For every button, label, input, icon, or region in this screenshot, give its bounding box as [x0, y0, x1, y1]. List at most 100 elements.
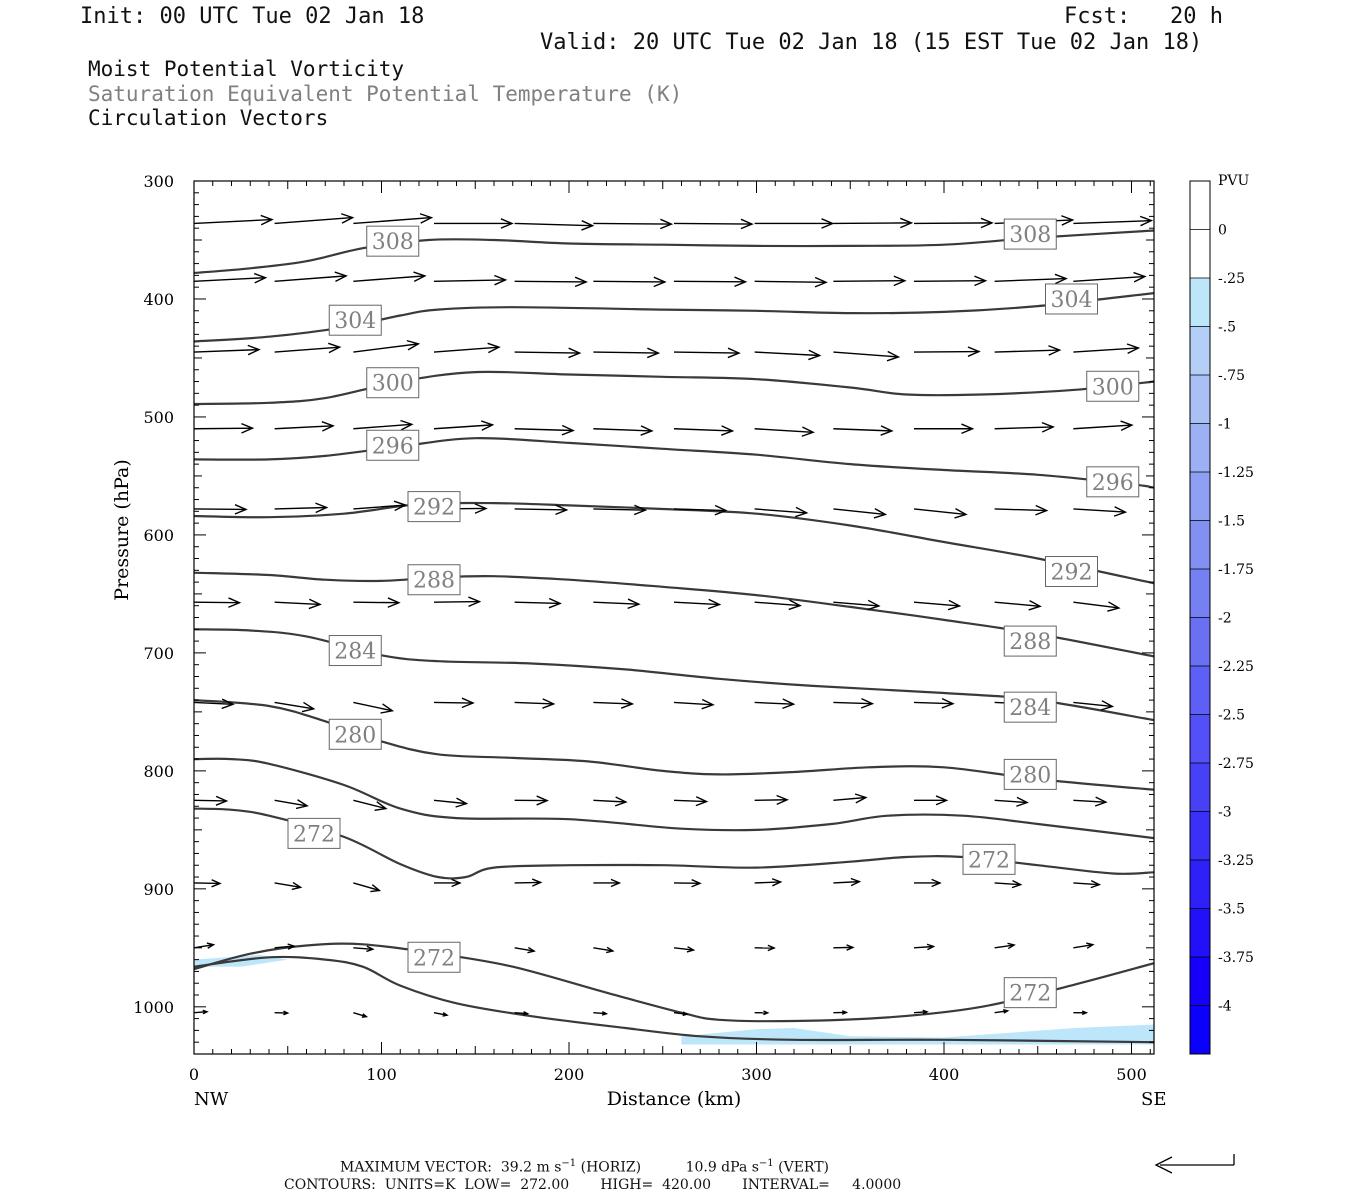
max-vector-horiz-unit: (HORIZ)	[580, 1159, 642, 1176]
contour-label: 292	[407, 491, 461, 523]
colorbar-swatch	[1190, 860, 1210, 909]
vector-arrow	[593, 698, 635, 709]
contour-line-4	[194, 501, 1154, 585]
vector-arrow	[274, 1010, 290, 1016]
contour-label: 280	[328, 718, 382, 750]
vector-arrow	[593, 347, 661, 359]
y-tick-label: 800	[143, 762, 174, 781]
colorbar-swatch	[1190, 423, 1210, 472]
vector-arrow	[994, 942, 1016, 950]
contour-label-text: 296	[372, 434, 414, 459]
contour-label: 272	[287, 817, 341, 849]
y-tick-label: 400	[143, 290, 174, 309]
contour-label-text: 292	[1051, 560, 1093, 585]
vector-arrow	[353, 882, 382, 893]
vector-arrow	[193, 214, 274, 226]
reference-vector	[1154, 1154, 1235, 1174]
y-tick-label: 700	[143, 644, 174, 663]
vector-arrow	[833, 698, 875, 709]
vector-arrow	[913, 275, 988, 287]
colorbar: 0 -.25 -.5 -.75 -1 -1.25 -1.5 -1.75 -2 -2.25 -2.5 -…	[1189, 180, 1254, 1055]
vector-arrow	[514, 946, 536, 954]
colorbar-swatch	[1190, 714, 1210, 763]
colorbar-label: -2.25	[1218, 659, 1254, 675]
contour-line-6	[194, 628, 1154, 722]
colorbar-swatch	[1190, 666, 1210, 715]
vector-arrow	[754, 944, 776, 952]
colorbar-label: -2.5	[1218, 708, 1245, 724]
contour-label-text: 304	[1051, 288, 1093, 313]
vector-arrow	[274, 213, 355, 225]
vector-arrow	[514, 597, 562, 609]
vector-arrow	[833, 217, 914, 229]
vector-arrow	[593, 425, 654, 436]
axis-layer: 300 400 500 600 700 800 900 1000 0 100 200 300 400 50…	[133, 172, 1155, 1084]
vector-arrow	[593, 276, 667, 288]
colorbar-label: -.25	[1218, 271, 1245, 287]
max-vector-vert-unit: (VERT)	[778, 1159, 830, 1176]
colorbar-swatch	[1190, 278, 1210, 327]
colorbar-label: -4	[1218, 999, 1232, 1015]
vector-arrow	[1073, 420, 1134, 432]
vector-arrow	[353, 419, 414, 431]
y-tick-label: 300	[143, 172, 174, 191]
vector-arrow	[193, 504, 248, 515]
vector-arrow	[433, 1012, 449, 1017]
vector-arrow	[433, 342, 501, 354]
x-tick-label: 100	[366, 1065, 397, 1084]
vector-arrow	[913, 346, 981, 357]
contour-label-text: 288	[1009, 630, 1051, 655]
colorbar-label: -1.25	[1218, 465, 1254, 481]
vector-arrow	[193, 698, 235, 710]
vector-arrow	[833, 275, 907, 287]
contour-label-text: 304	[334, 309, 376, 334]
contour-label-text: 300	[372, 372, 414, 397]
vector-arrow	[514, 220, 595, 231]
contour-label: 300	[366, 367, 420, 399]
vector-arrow	[754, 276, 828, 288]
vector-arrow	[1073, 700, 1115, 711]
vector-arrow	[514, 276, 588, 288]
vector-arrow	[353, 339, 421, 353]
vector-arrow	[353, 701, 395, 714]
contour-label: 272	[407, 941, 461, 973]
valid-time: Valid: 20 UTC Tue 02 Jan 18 (15 EST Tue …	[540, 30, 1203, 55]
vector-arrow	[754, 218, 835, 229]
vector-arrow	[274, 342, 342, 354]
contour-label: 304	[328, 304, 382, 336]
vector-arrow	[754, 426, 815, 437]
vector-arrow	[593, 946, 615, 954]
contour-label-text: 308	[1009, 223, 1051, 248]
colorbar-label: -3.5	[1218, 902, 1245, 918]
vector-arrow	[433, 420, 495, 431]
contour-label-text: 272	[1009, 982, 1051, 1007]
contour-label: 272	[962, 843, 1016, 875]
y-tick-label: 900	[143, 880, 174, 899]
y-tick-label: 1000	[133, 998, 174, 1017]
vector-arrow	[833, 944, 855, 951]
colorbar-swatch	[1190, 229, 1210, 278]
contour-label-text: 284	[334, 640, 376, 665]
contour-label: 280	[1003, 758, 1057, 790]
vector-arrow	[754, 349, 822, 361]
contour-label: 308	[366, 225, 420, 257]
field-theta-title: Saturation Equivalent Potential Temperat…	[88, 82, 683, 106]
vector-arrow	[994, 504, 1049, 516]
y-tick-label: 500	[143, 408, 174, 427]
colorbar-label: -.75	[1218, 368, 1245, 384]
contour-info: CONTOURS: UNITS=K LOW= 272.00 HIGH= 420.…	[284, 1177, 902, 1193]
vector-arrow	[514, 878, 543, 887]
vector-arrow	[994, 345, 1062, 356]
contour-label: 272	[1003, 977, 1057, 1009]
vector-arrow	[593, 218, 674, 230]
vector-arrow	[433, 797, 469, 808]
y-axis-label: Pressure (hPa)	[111, 459, 133, 601]
vector-arrow	[833, 599, 881, 611]
vector-arrow	[193, 942, 216, 949]
colorbar-label: -.5	[1218, 320, 1236, 336]
contour-label: 304	[1045, 283, 1098, 315]
contour-line-0	[194, 229, 1154, 275]
contour-line-8	[194, 757, 1154, 840]
contour-label-layer: 308 308 304 304 300 300 296 296 292 292 288 288 284 2…	[287, 218, 1140, 1009]
